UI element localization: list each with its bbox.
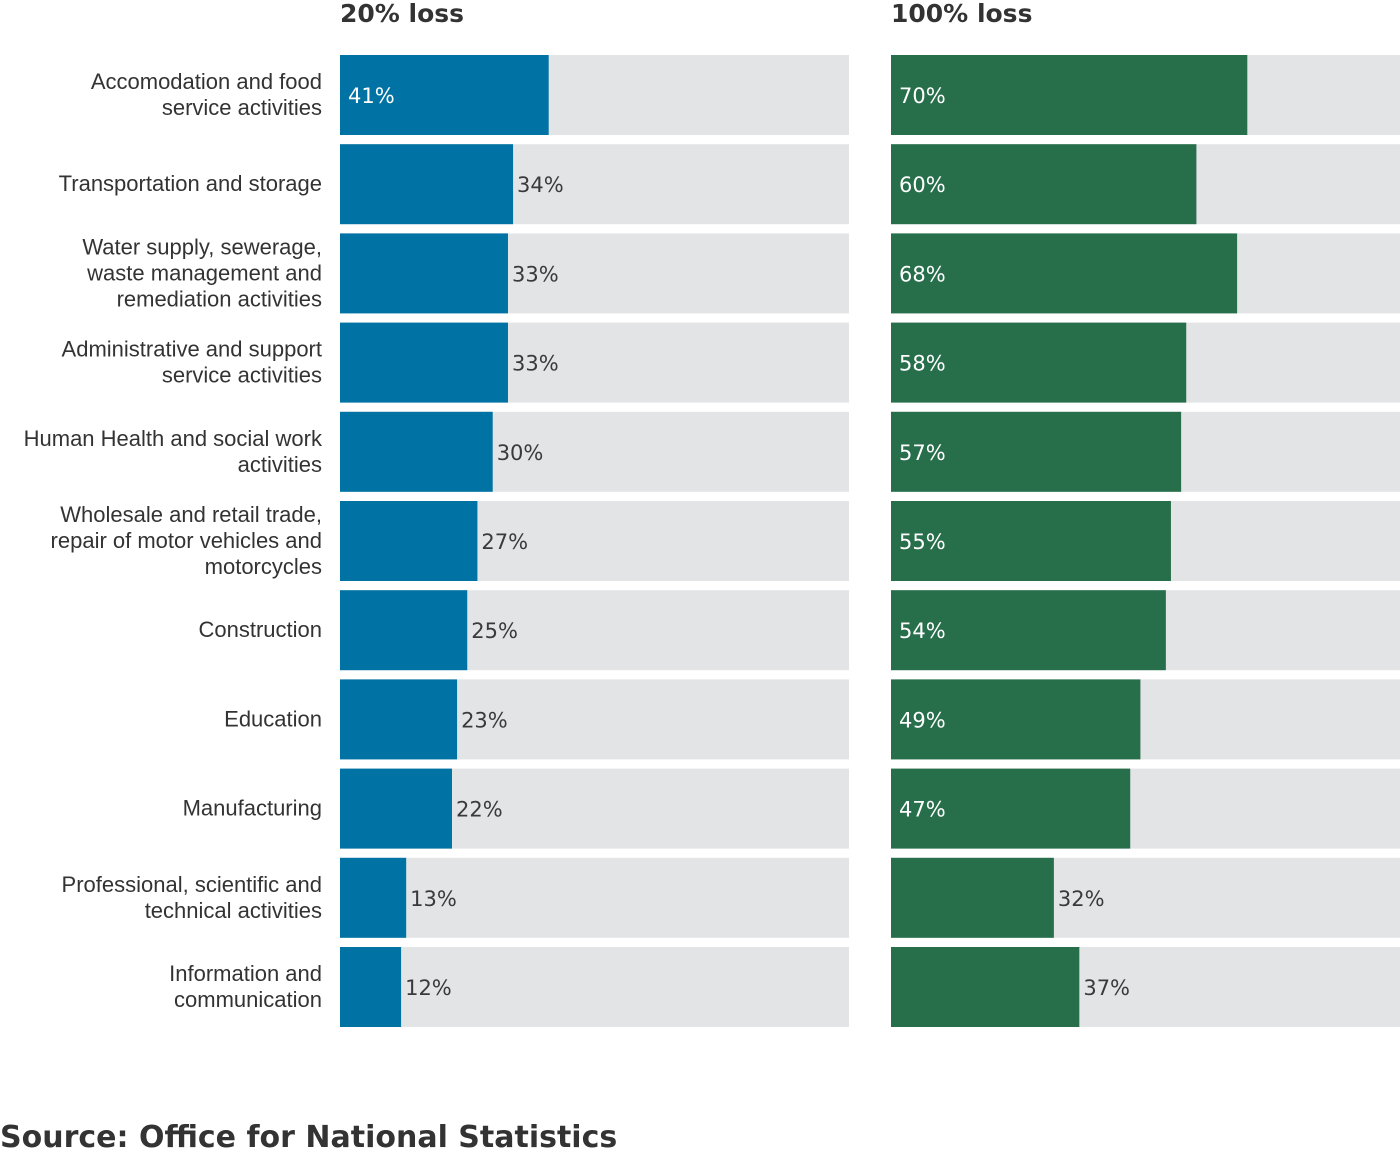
- bar: [891, 768, 1131, 849]
- bar-value-label: 41%: [348, 84, 395, 108]
- bar: [340, 947, 402, 1027]
- bar: [891, 55, 1248, 135]
- bar: [891, 857, 1054, 938]
- bar: [340, 233, 508, 314]
- category-label-line: communication: [174, 987, 322, 1012]
- category-label-line: Accomodation and food: [91, 69, 322, 94]
- bar: [891, 411, 1182, 492]
- bar-value-label: 34%: [517, 173, 564, 197]
- category-label: Transportation and storage: [59, 171, 322, 196]
- category-label: Administrative and support service activi…: [62, 337, 322, 388]
- bar-value-label: 30%: [497, 441, 544, 465]
- category-label: Wholesale and retail trade, repair of mot…: [51, 502, 322, 579]
- bar-track: [340, 947, 849, 1027]
- category-label: Construction: [198, 617, 322, 642]
- category-label-line: technical activities: [145, 898, 322, 923]
- bar-value-label: 49%: [899, 708, 946, 732]
- bar-value-label: 27%: [481, 530, 528, 554]
- bar: [891, 590, 1166, 671]
- bar: [340, 322, 508, 403]
- bar-value-label: 68%: [899, 262, 946, 286]
- category-label-line: Professional, scientific and: [62, 872, 322, 897]
- bar-value-label: 32%: [1058, 887, 1105, 911]
- bar: [340, 55, 549, 135]
- category-label: Water supply, sewerage, waste management …: [82, 234, 322, 311]
- category-label-line: Transportation and storage: [59, 171, 322, 196]
- category-label-line: service activities: [162, 95, 322, 120]
- category-label-line: motorcycles: [205, 554, 322, 579]
- category-label-line: Construction: [198, 617, 322, 642]
- category-label: Information and communication: [169, 961, 322, 1012]
- bar-value-label: 25%: [471, 619, 518, 643]
- bar-value-label: 23%: [461, 708, 508, 732]
- bar: [340, 679, 458, 760]
- bar-value-label: 54%: [899, 619, 946, 643]
- category-label: Manufacturing: [183, 796, 322, 821]
- bar-value-label: 13%: [410, 887, 457, 911]
- bar-value-label: 47%: [899, 798, 946, 822]
- bar: [340, 501, 478, 581]
- category-label: Education: [224, 706, 322, 731]
- bar-value-label: 55%: [899, 530, 946, 554]
- source-note: Source: Office for National Statistics: [0, 1120, 618, 1155]
- category-label-line: waste management and: [86, 260, 322, 285]
- panel-title-20-loss: 20% loss: [340, 0, 464, 28]
- bar-value-label: 70%: [899, 84, 946, 108]
- category-label-line: Human Health and social work: [24, 426, 323, 451]
- bar-value-label: 57%: [899, 441, 946, 465]
- bar: [340, 857, 407, 938]
- category-label-line: Wholesale and retail trade,: [60, 502, 322, 527]
- category-label: Professional, scientific and technical ac…: [62, 872, 322, 923]
- category-label-line: Education: [224, 706, 322, 731]
- bar-value-label: 37%: [1083, 976, 1130, 1000]
- category-label: Accomodation and food service activities: [91, 69, 322, 120]
- chart-svg: 20% loss 100% loss Accomodation and food…: [24, 0, 1400, 1027]
- bar-value-label: 60%: [899, 173, 946, 197]
- bar: [891, 144, 1197, 225]
- bar: [340, 144, 514, 225]
- category-label-line: Administrative and support: [62, 337, 322, 362]
- panel-title-100-loss: 100% loss: [891, 0, 1032, 28]
- category-label-line: Manufacturing: [183, 796, 322, 821]
- bar: [891, 947, 1080, 1027]
- category-label: Human Health and social work activities: [24, 426, 323, 477]
- bar: [891, 322, 1187, 403]
- category-label-line: repair of motor vehicles and: [51, 528, 322, 553]
- category-label-line: remediation activities: [117, 286, 322, 311]
- bar: [340, 411, 493, 492]
- bar: [891, 501, 1171, 581]
- bar: [891, 233, 1238, 314]
- category-label-line: activities: [238, 452, 322, 477]
- bar: [891, 679, 1141, 760]
- category-label-line: Water supply, sewerage,: [82, 234, 322, 259]
- bar-value-label: 33%: [512, 262, 559, 286]
- bar-track: [340, 857, 849, 938]
- bar: [340, 768, 452, 849]
- category-label-line: service activities: [162, 363, 322, 388]
- category-label-line: Information and: [169, 961, 322, 986]
- bar-value-label: 22%: [456, 798, 503, 822]
- bar-value-label: 58%: [899, 352, 946, 376]
- bar-value-label: 33%: [512, 352, 559, 376]
- bar: [340, 590, 468, 671]
- bar-value-label: 12%: [405, 976, 452, 1000]
